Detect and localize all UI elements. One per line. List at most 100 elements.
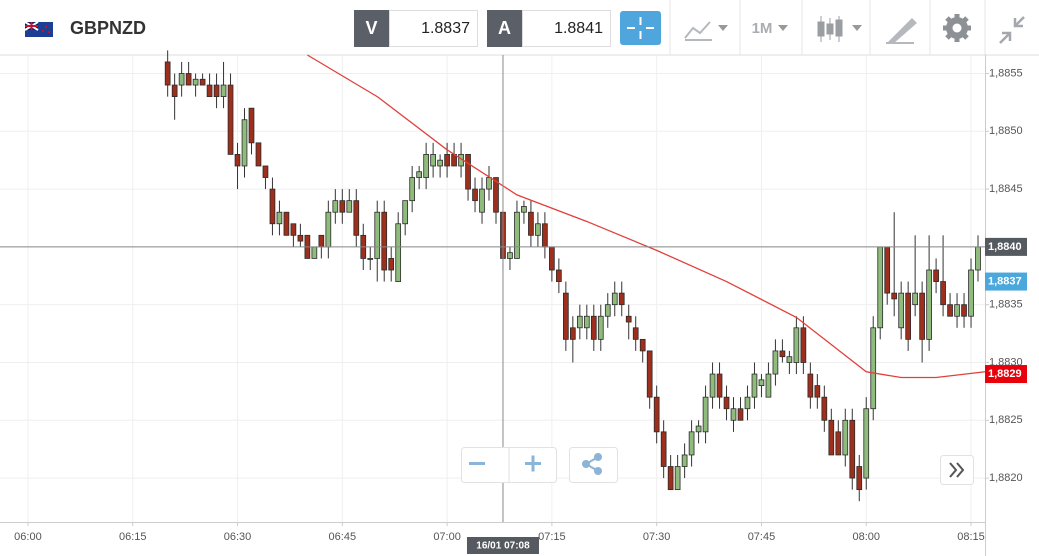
candle-body [178,73,185,86]
candle-body [262,165,269,178]
flag [24,21,53,37]
candle-body [646,350,653,398]
ask-box [522,10,611,47]
x-tick-label: 06:00 [14,531,42,543]
price-label: 1,8829 [988,368,1022,380]
bid-button[interactable] [354,10,389,47]
candle-body [339,200,346,213]
candle-body [688,431,695,456]
candle-body [835,431,842,456]
candle-body [674,466,681,491]
candle-body [898,292,905,329]
x-tick-label: 06:15 [119,531,147,543]
candle-body [863,408,870,479]
candle-body [828,419,835,456]
bid-label: V [365,18,377,38]
share-button[interactable] [569,447,618,483]
candle-body [779,350,786,358]
candle-body [388,258,395,271]
y-tick-label: 1,8825 [989,414,1023,426]
candle-body [465,154,471,190]
candle-body [877,246,884,329]
candle-body [220,84,227,98]
y-tick-label: 1,8855 [989,67,1023,79]
candle-body [213,84,220,98]
candle-body [248,107,255,144]
zoom-controls [461,447,618,483]
scroll-right-button[interactable] [940,455,974,485]
candle-body [507,252,513,259]
crosshair-time-tag [466,537,539,554]
candle-body [241,119,248,167]
candle-body [856,466,863,491]
zoom-in-button[interactable] [525,455,541,472]
bid-value: 1.8837 [421,20,470,37]
candle-type-button[interactable] [817,16,862,42]
candle-body [870,327,877,410]
candle-body [332,200,339,213]
ask-button[interactable] [487,10,522,47]
y-tick-label: 1,8820 [989,472,1023,484]
candle-body [290,223,297,236]
candle-body [583,315,590,329]
candle-body [590,315,597,340]
candle-body [576,315,583,329]
candle-body [709,373,716,398]
crosshair-button[interactable] [620,11,661,45]
candle-body [381,211,388,271]
ask-value: 1.8841 [554,20,603,37]
collapse-button[interactable] [999,16,1025,44]
candle-body [849,419,856,479]
ask-label: A [498,18,511,38]
candle-body [402,200,409,225]
candle-body [423,154,429,178]
x-tick-label: 06:45 [329,531,357,543]
candle-body [737,408,744,421]
y-tick-label: 1,8835 [989,299,1023,311]
crosshair-time-label: 16/01 07:08 [476,541,530,552]
timeframe[interactable]: 1M [752,20,773,37]
candle-body [821,396,828,421]
candle-body [283,211,290,236]
candle-body [367,258,374,260]
x-tick-label: 06:30 [224,531,252,543]
draw-button[interactable] [886,18,917,44]
candle-body [975,246,981,271]
settings-button[interactable] [943,14,971,42]
candle-body [255,142,262,167]
candle-body [947,304,953,317]
candle-body [206,84,213,98]
candle-body [702,396,709,433]
candle-body [905,292,912,340]
toolbar-separators [669,0,986,55]
timeframe-caret [778,25,788,31]
x-tick-label: 08:00 [852,531,880,543]
candle-body [891,292,898,300]
candle-body [528,211,534,236]
candle-body [374,211,381,259]
crosshair-price-label: 1,8840 [988,241,1022,253]
price-tag [985,365,1027,384]
candle-body [353,200,360,236]
candle-body [416,171,422,178]
candle-body [346,200,353,213]
zoom-out-button[interactable] [469,462,485,465]
candle-body [632,327,639,340]
candle-body [493,177,499,213]
candle-body [618,292,625,306]
candle-body [444,154,450,167]
candle-body [395,223,402,282]
price-label: 1,8837 [988,275,1022,287]
candle-body [521,206,527,213]
candle-body [933,269,939,282]
candle-body [744,396,751,410]
price-tag [985,272,1027,291]
candle-body [639,338,646,352]
candle-body [535,223,541,236]
candle-body [479,188,485,213]
x-tick-label: 07:45 [748,531,776,543]
chart-type-button[interactable] [684,21,728,41]
candle-body [514,211,520,259]
candle-body [793,327,800,363]
x-tick-label: 07:30 [643,531,671,543]
